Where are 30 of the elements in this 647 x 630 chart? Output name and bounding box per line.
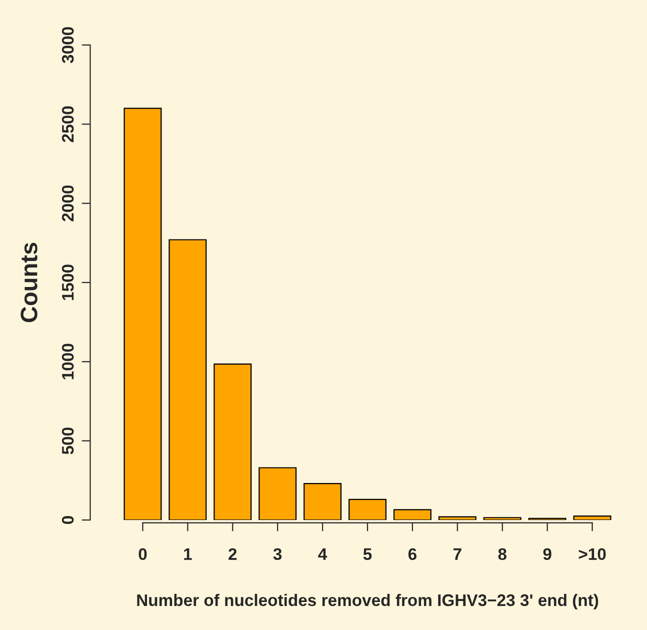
bar	[258, 467, 297, 520]
x-axis-title: Number of nucleotides removed from IGHV3−23 3' end (nt)	[137, 594, 598, 610]
bar	[124, 108, 162, 520]
bar	[483, 517, 522, 520]
x-tick-label: 7	[453, 548, 462, 560]
x-tick-label: 5	[363, 548, 372, 560]
x-tick-label: 9	[543, 548, 552, 560]
y-tick-label: 0	[62, 516, 74, 524]
x-tick-label: 6	[408, 548, 416, 560]
y-tick-label: 500	[62, 428, 74, 454]
x-tick-label: 8	[498, 548, 506, 560]
bar	[168, 239, 207, 520]
bar	[304, 483, 342, 520]
y-tick-label: 2500	[62, 106, 74, 142]
bar	[438, 516, 476, 520]
x-tick-label: 1	[184, 548, 192, 560]
bar	[573, 515, 612, 520]
bar	[348, 498, 386, 520]
x-tick-label: >10	[578, 548, 606, 560]
bar	[214, 363, 252, 520]
x-tick-label: 2	[228, 548, 237, 560]
bar	[393, 509, 432, 520]
y-tick-label: 2000	[62, 185, 74, 222]
y-tick-label: 1000	[62, 344, 74, 380]
y-axis-title: Counts	[20, 242, 38, 322]
y-tick-label: 3000	[62, 27, 74, 64]
y-tick-label: 1500	[62, 264, 74, 300]
x-tick-label: 3	[273, 548, 282, 560]
x-tick-label: 4	[318, 548, 328, 560]
x-tick-label: 0	[138, 548, 147, 560]
